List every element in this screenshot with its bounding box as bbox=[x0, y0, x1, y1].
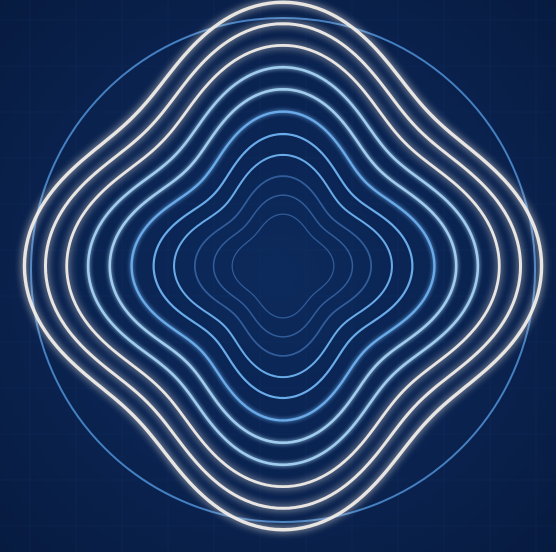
wavy-ring-9 bbox=[193, 175, 373, 357]
wavy-ring-3 bbox=[65, 43, 501, 489]
wavy-ring-11 bbox=[231, 213, 335, 319]
wavy-ring-4 bbox=[86, 65, 480, 467]
wavy-ring-6 bbox=[130, 110, 436, 422]
wavy-ring-10 bbox=[212, 194, 354, 338]
wavy-ring-2 bbox=[43, 22, 523, 510]
wavy-ring-1 bbox=[22, 0, 544, 532]
outer-circle bbox=[30, 17, 536, 523]
wavy-ring-8 bbox=[173, 153, 393, 379]
rings-group bbox=[22, 0, 544, 532]
wavy-ring-5 bbox=[108, 87, 458, 445]
wavy-ring-7 bbox=[152, 132, 414, 400]
